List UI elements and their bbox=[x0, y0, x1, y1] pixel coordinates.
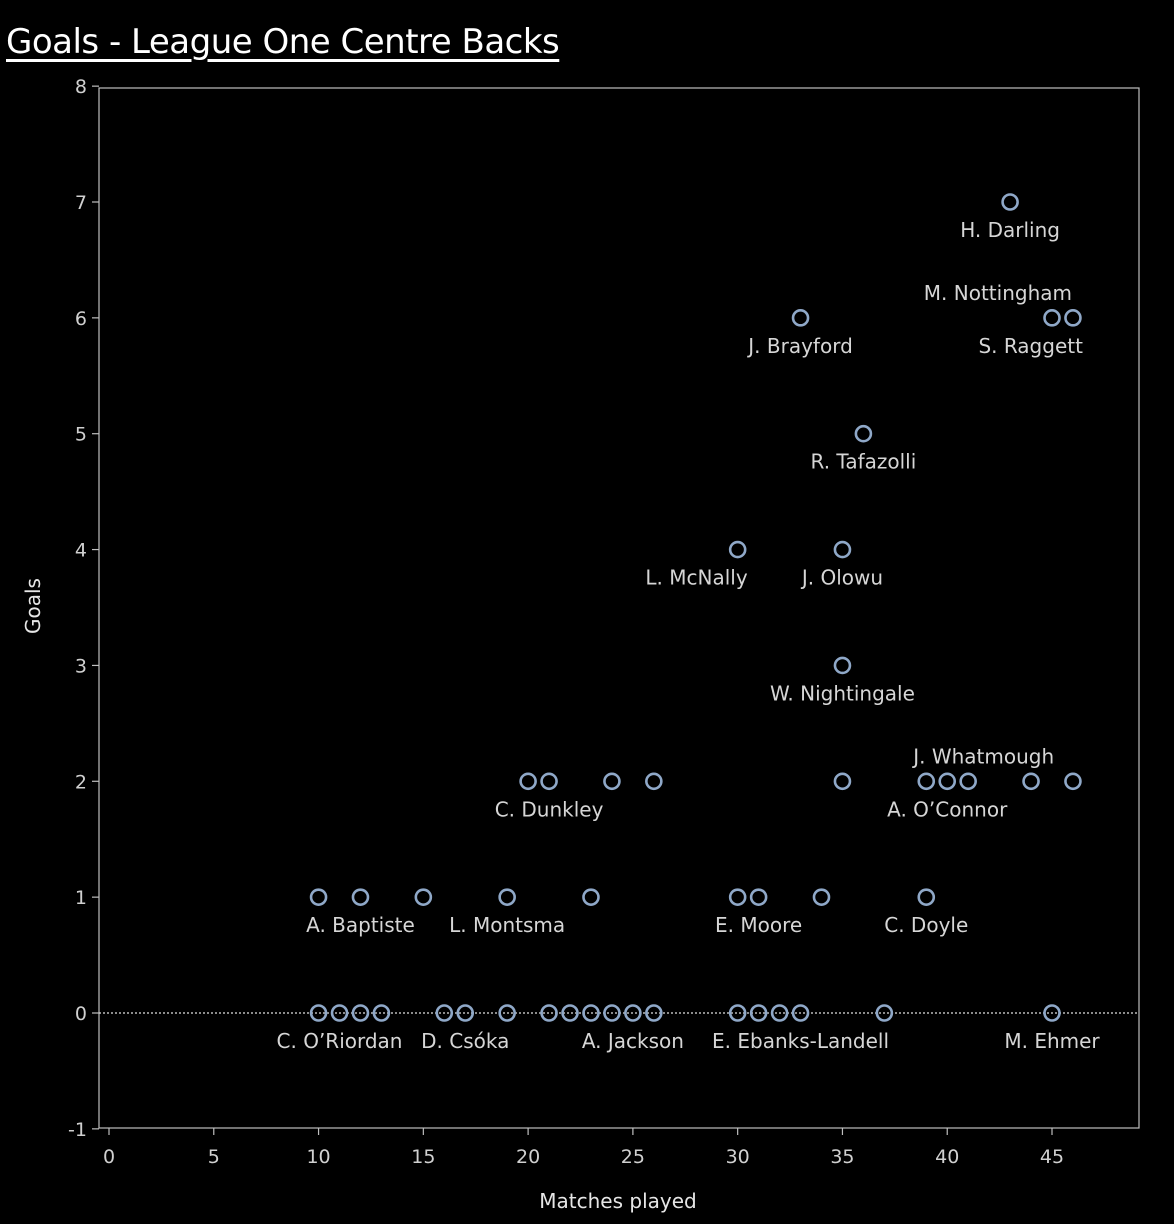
data-point[interactable] bbox=[582, 1004, 600, 1022]
data-point[interactable] bbox=[833, 540, 852, 559]
y-tick-label: 5 bbox=[75, 424, 87, 446]
data-point[interactable] bbox=[519, 772, 537, 791]
point-label: D. Csóka bbox=[421, 1029, 509, 1053]
y-tick-label: 2 bbox=[75, 771, 87, 793]
data-point[interactable] bbox=[498, 1004, 516, 1022]
data-point[interactable] bbox=[603, 772, 621, 791]
data-point[interactable] bbox=[938, 772, 957, 791]
data-point[interactable] bbox=[540, 772, 558, 791]
y-tick-label: 0 bbox=[75, 1003, 87, 1025]
y-tick-label: 3 bbox=[75, 655, 87, 677]
data-point[interactable] bbox=[624, 1004, 642, 1022]
data-point[interactable] bbox=[1022, 772, 1040, 791]
data-point[interactable] bbox=[498, 888, 516, 906]
data-point[interactable] bbox=[645, 1004, 663, 1022]
x-axis-title: Matches played bbox=[539, 1189, 696, 1213]
point-label: E. Ebanks-Landell bbox=[712, 1029, 889, 1053]
data-point[interactable] bbox=[749, 1004, 768, 1022]
point-label: J. Olowu bbox=[800, 566, 883, 590]
y-tick-label: 6 bbox=[75, 308, 87, 330]
data-point[interactable] bbox=[854, 424, 873, 443]
data-point[interactable] bbox=[833, 656, 852, 675]
x-tick-label: 5 bbox=[208, 1146, 220, 1168]
y-tick-label: 8 bbox=[75, 76, 87, 98]
y-axis-title: Goals bbox=[21, 578, 45, 634]
y-tick-label: 1 bbox=[75, 887, 87, 909]
y-tick-label: 4 bbox=[75, 540, 87, 562]
data-point[interactable] bbox=[351, 888, 370, 906]
data-point[interactable] bbox=[791, 309, 810, 327]
data-point[interactable] bbox=[645, 772, 663, 791]
x-tick-label: 45 bbox=[1040, 1146, 1064, 1168]
data-point[interactable] bbox=[372, 1004, 391, 1022]
data-point[interactable] bbox=[582, 888, 600, 906]
point-label: A. O’Connor bbox=[887, 797, 1008, 821]
data-point[interactable] bbox=[435, 1004, 454, 1022]
data-point[interactable] bbox=[959, 772, 977, 791]
data-point[interactable] bbox=[309, 888, 328, 906]
x-tick-label: 10 bbox=[306, 1146, 330, 1168]
data-point[interactable] bbox=[540, 1004, 558, 1022]
plot-frame bbox=[98, 87, 1140, 1129]
point-label: R. Tafazolli bbox=[811, 450, 917, 474]
x-tick-label: 20 bbox=[516, 1146, 540, 1168]
point-label: C. Doyle bbox=[884, 913, 968, 937]
data-point[interactable] bbox=[917, 888, 936, 906]
data-point[interactable] bbox=[456, 1004, 475, 1022]
data-point[interactable] bbox=[791, 1004, 810, 1022]
point-label: S. Raggett bbox=[978, 334, 1083, 358]
x-tick-label: 30 bbox=[726, 1146, 750, 1168]
data-point[interactable] bbox=[728, 540, 747, 559]
point-label: M. Nottingham bbox=[924, 281, 1072, 305]
point-label: J. Whatmough bbox=[911, 744, 1054, 768]
data-point[interactable] bbox=[309, 1004, 328, 1022]
data-point[interactable] bbox=[561, 1004, 579, 1022]
point-label: J. Brayford bbox=[746, 334, 853, 358]
point-label: W. Nightingale bbox=[770, 681, 915, 705]
point-label: A. Baptiste bbox=[306, 913, 415, 937]
data-point[interactable] bbox=[1001, 193, 1019, 211]
data-point[interactable] bbox=[351, 1004, 370, 1022]
data-point[interactable] bbox=[728, 1004, 747, 1022]
x-tick-label: 0 bbox=[103, 1146, 115, 1168]
point-label: H. Darling bbox=[960, 218, 1060, 242]
data-point[interactable] bbox=[917, 772, 936, 791]
data-point[interactable] bbox=[770, 1004, 789, 1022]
x-tick-label: 15 bbox=[411, 1146, 435, 1168]
data-point[interactable] bbox=[728, 888, 747, 906]
data-point[interactable] bbox=[812, 888, 831, 906]
data-point[interactable] bbox=[603, 1004, 621, 1022]
point-label: L. McNally bbox=[645, 566, 747, 590]
chart-title: Goals - League One Centre Backs bbox=[6, 22, 560, 62]
data-point[interactable] bbox=[1064, 309, 1082, 327]
data-point[interactable] bbox=[1043, 309, 1061, 327]
point-label: C. O’Riordan bbox=[277, 1029, 403, 1053]
y-tick-label: -1 bbox=[68, 1119, 87, 1141]
point-label: A. Jackson bbox=[582, 1029, 684, 1053]
x-tick-label: 40 bbox=[935, 1146, 959, 1168]
data-point[interactable] bbox=[1043, 1004, 1061, 1022]
data-points bbox=[309, 193, 1082, 1022]
point-label: M. Ehmer bbox=[1004, 1029, 1100, 1053]
point-label: C. Dunkley bbox=[495, 797, 604, 821]
data-point[interactable] bbox=[749, 888, 768, 906]
point-label: E. Moore bbox=[715, 913, 802, 937]
y-tick-label: 7 bbox=[75, 192, 87, 214]
x-tick-label: 25 bbox=[621, 1146, 645, 1168]
data-point[interactable] bbox=[414, 888, 433, 906]
x-tick-label: 35 bbox=[830, 1146, 854, 1168]
point-label: L. Montsma bbox=[449, 913, 565, 937]
data-point[interactable] bbox=[875, 1004, 894, 1022]
data-point[interactable] bbox=[330, 1004, 349, 1022]
point-labels: H. Darling M. Nottingham J. Brayford S. Rag… bbox=[277, 218, 1101, 1053]
data-point[interactable] bbox=[833, 772, 852, 791]
data-point[interactable] bbox=[1064, 772, 1082, 791]
